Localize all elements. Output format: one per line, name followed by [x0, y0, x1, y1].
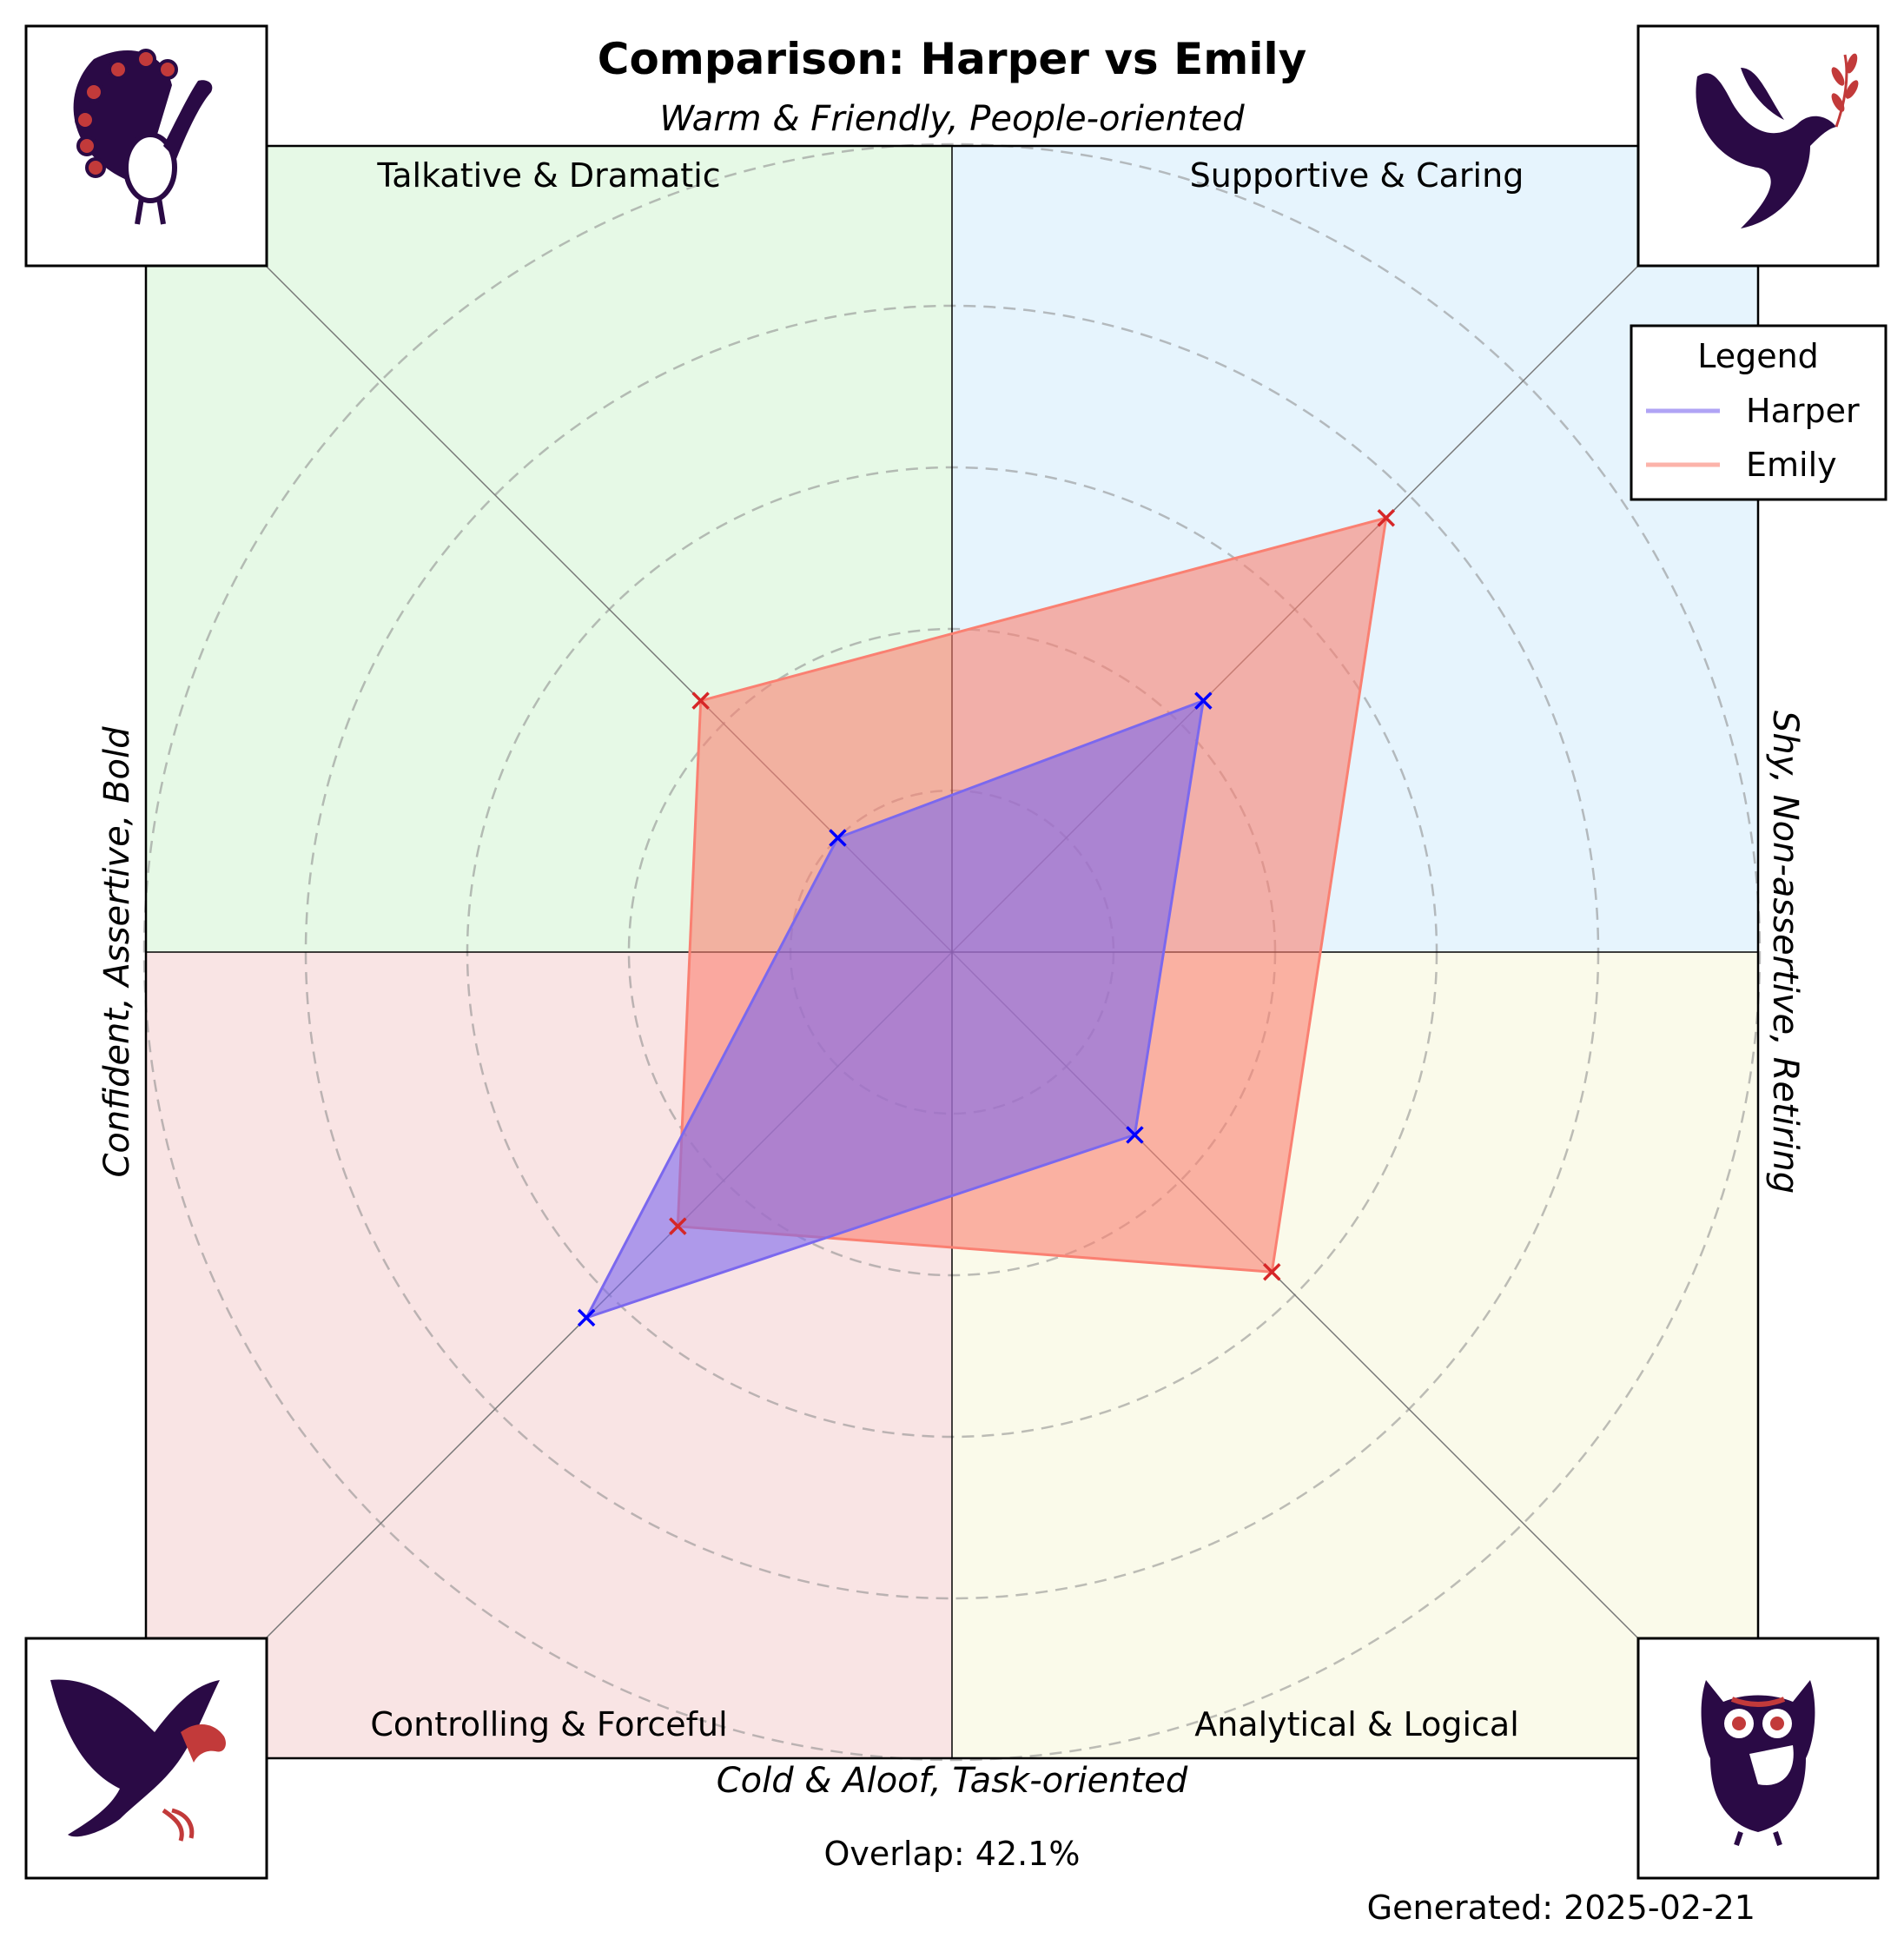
owl-pupil-right [1770, 1717, 1784, 1730]
data-point-harper-4 [577, 1308, 596, 1327]
axis-label-left: Confident, Assertive, Bold [97, 726, 137, 1178]
data-point-harper-1 [829, 829, 847, 847]
dove-icon-box [1636, 24, 1880, 268]
legend-label-emily: Emily [1746, 446, 1837, 484]
data-point-harper-3 [1126, 1126, 1144, 1144]
peacock-feather-eyes [75, 49, 178, 178]
data-point-harper-2 [1194, 691, 1213, 710]
peacock-body [123, 132, 177, 203]
axis-label-right: Shy, Non-assertive, Retiring [1765, 711, 1805, 1194]
series-layer [577, 508, 1396, 1327]
peacock-icon [73, 49, 213, 225]
legend-label-harper: Harper [1746, 392, 1860, 430]
dove-icon [1696, 53, 1859, 228]
quadrant-label-talkative: Talkative & Dramatic [376, 156, 720, 195]
peacock-legs [135, 197, 166, 225]
eagle-head [181, 1723, 226, 1763]
quadrant-label-analytical: Analytical & Logical [1194, 1705, 1519, 1743]
eagle-icon-box [24, 1637, 268, 1880]
owl-brow [1730, 1697, 1786, 1707]
data-point-emily-2 [1377, 508, 1396, 527]
owl-chest [1749, 1745, 1794, 1785]
owl-icon-box [1636, 1637, 1880, 1880]
peacock-neck [163, 80, 213, 159]
axis-label-top: Warm & Friendly, People-oriented [659, 99, 1245, 139]
eagle-icon [50, 1679, 226, 1842]
plot-frame [144, 144, 1760, 1760]
peacock-icon-box [24, 24, 268, 268]
dove-body [1696, 73, 1836, 228]
eagle-talons [162, 1808, 195, 1842]
overlap-text: Overlap: 42.1% [824, 1835, 1081, 1873]
generated-text: Generated: 2025-02-21 [1367, 1889, 1755, 1927]
legend: Legend Harper Emily [1630, 324, 1887, 501]
quadrant-label-controlling: Controlling & Forceful [370, 1705, 727, 1743]
dove-wing [1741, 68, 1784, 120]
owl-feet [1734, 1831, 1782, 1846]
data-point-emily-3 [1263, 1263, 1281, 1281]
olive-branch [1831, 53, 1859, 128]
data-point-emily-4 [669, 1217, 687, 1235]
axis-label-bottom: Cold & Aloof, Task-oriented [717, 1761, 1188, 1801]
chart-title: Comparison: Harper vs Emily [598, 34, 1306, 84]
eagle-wings [50, 1679, 220, 1837]
data-point-emily-1 [691, 691, 710, 710]
owl-pupil-left [1732, 1717, 1746, 1730]
grid-ring-5 [142, 142, 1762, 1762]
legend-title: Legend [1697, 337, 1819, 375]
owl-icon [1701, 1680, 1815, 1846]
quadrant-label-supportive: Supportive & Caring [1190, 156, 1524, 195]
